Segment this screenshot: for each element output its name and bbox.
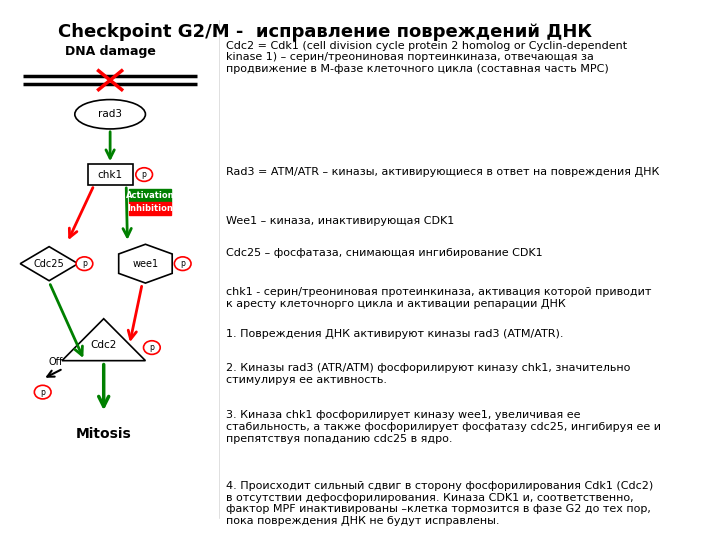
Text: Cdc25: Cdc25 [34, 259, 65, 269]
Text: p: p [150, 343, 154, 352]
Text: rad3: rad3 [98, 109, 122, 119]
Text: Checkpoint G2/M -  исправление повреждений ДНК: Checkpoint G2/M - исправление повреждени… [58, 23, 593, 40]
Text: 4. Происходит сильный сдвиг в сторону фосфорилирования Cdk1 (Cdc2)
в отсутствии : 4. Происходит сильный сдвиг в сторону фо… [225, 481, 653, 526]
Text: DNA damage: DNA damage [65, 45, 156, 58]
Ellipse shape [75, 99, 145, 129]
Text: 1. Повреждения ДНК активируют киназы rad3 (ATM/ATR).: 1. Повреждения ДНК активируют киназы rad… [225, 329, 563, 339]
Text: Activation: Activation [126, 191, 174, 200]
Circle shape [143, 341, 161, 354]
Text: Cdc25 – фосфатаза, снимающая ингибирование CDK1: Cdc25 – фосфатаза, снимающая ингибирован… [225, 248, 542, 258]
Text: p: p [142, 170, 147, 179]
FancyBboxPatch shape [130, 202, 171, 215]
Text: Wee1 – киназа, инактивирующая CDK1: Wee1 – киназа, инактивирующая CDK1 [225, 217, 454, 226]
Text: Cdc2: Cdc2 [91, 340, 117, 350]
Circle shape [76, 257, 93, 271]
Text: chk1 - серин/треониновая протеинкиназа, активация которой приводит
к аресту клет: chk1 - серин/треониновая протеинкиназа, … [225, 287, 651, 309]
Circle shape [174, 257, 191, 271]
Text: Inhibition: Inhibition [127, 204, 174, 213]
Polygon shape [62, 319, 145, 361]
Text: Off: Off [48, 357, 63, 367]
FancyBboxPatch shape [88, 164, 132, 185]
Text: Cdc2 = Cdk1 (cell division cycle protein 2 homolog or Cyclin-dependent
kinase 1): Cdc2 = Cdk1 (cell division cycle protein… [225, 41, 627, 74]
Circle shape [35, 386, 51, 399]
Text: p: p [180, 259, 185, 268]
Text: 3. Киназа chk1 фосфорилирует киназу wee1, увеличивая ее
стабильность, а также фо: 3. Киназа chk1 фосфорилирует киназу wee1… [225, 410, 661, 444]
Polygon shape [119, 244, 172, 283]
Text: p: p [40, 388, 45, 396]
Text: Rad3 = ATM/ATR – киназы, активирующиеся в ответ на повреждения ДНК: Rad3 = ATM/ATR – киназы, активирующиеся … [225, 167, 659, 177]
Polygon shape [20, 247, 78, 281]
Text: wee1: wee1 [132, 259, 158, 269]
Text: Mitosis: Mitosis [76, 427, 132, 441]
Text: chk1: chk1 [98, 170, 122, 180]
FancyBboxPatch shape [130, 189, 171, 202]
Text: p: p [82, 259, 87, 268]
Circle shape [136, 168, 153, 181]
Text: 2. Киназы rad3 (ATR/ATM) фосфорилируют киназу chk1, значительно
стимулируя ее ак: 2. Киназы rad3 (ATR/ATM) фосфорилируют к… [225, 363, 630, 385]
